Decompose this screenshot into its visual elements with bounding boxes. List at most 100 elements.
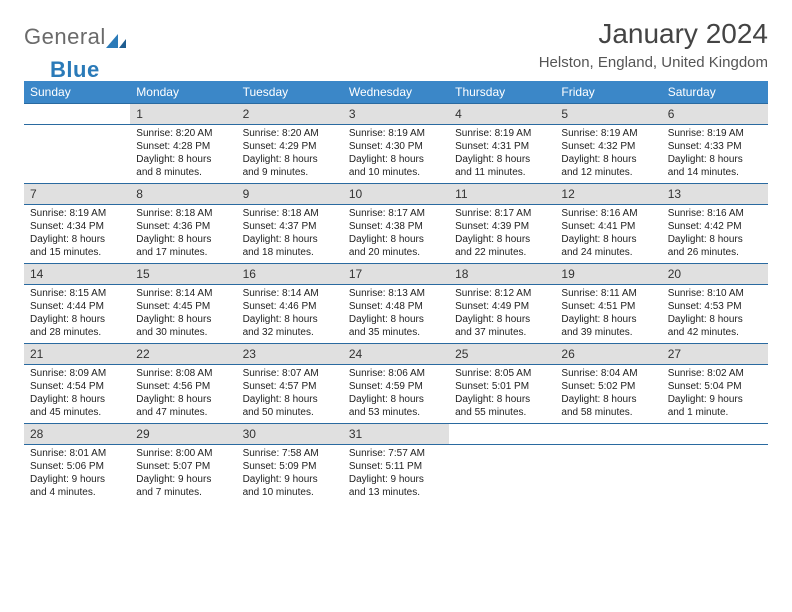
day-number: 12 [555, 184, 661, 204]
logo: General [24, 18, 130, 50]
sunset: Sunset: 5:04 PM [668, 380, 762, 393]
info-row: Sunrise: 8:20 AMSunset: 4:28 PMDaylight:… [24, 125, 768, 184]
day-number [24, 104, 130, 124]
daylight: Daylight: 8 hours and 32 minutes. [243, 313, 337, 339]
daylight: Daylight: 9 hours and 10 minutes. [243, 473, 337, 499]
day-number-cell: 8 [130, 184, 236, 205]
day-info-cell: Sunrise: 8:12 AMSunset: 4:49 PMDaylight:… [449, 285, 555, 344]
day-number-cell: 5 [555, 104, 661, 125]
day-number-cell [662, 424, 768, 445]
day-number: 9 [237, 184, 343, 204]
day-info-cell: Sunrise: 8:14 AMSunset: 4:45 PMDaylight:… [130, 285, 236, 344]
daylight: Daylight: 8 hours and 22 minutes. [455, 233, 549, 259]
day-number: 22 [130, 344, 236, 364]
day-number-cell: 14 [24, 264, 130, 285]
daylight: Daylight: 8 hours and 8 minutes. [136, 153, 230, 179]
sunrise: Sunrise: 8:14 AM [136, 287, 230, 300]
day-number-cell: 30 [237, 424, 343, 445]
day-info: Sunrise: 8:02 AMSunset: 5:04 PMDaylight:… [662, 365, 768, 423]
day-info: Sunrise: 8:20 AMSunset: 4:28 PMDaylight:… [130, 125, 236, 183]
daylight: Daylight: 8 hours and 37 minutes. [455, 313, 549, 339]
day-number: 16 [237, 264, 343, 284]
daylight: Daylight: 8 hours and 35 minutes. [349, 313, 443, 339]
sunrise: Sunrise: 8:00 AM [136, 447, 230, 460]
day-info-cell: Sunrise: 8:18 AMSunset: 4:36 PMDaylight:… [130, 205, 236, 264]
day-number: 3 [343, 104, 449, 124]
day-number-cell: 1 [130, 104, 236, 125]
daylight: Daylight: 9 hours and 1 minute. [668, 393, 762, 419]
day-number-cell: 21 [24, 344, 130, 365]
sunrise: Sunrise: 8:01 AM [30, 447, 124, 460]
sunrise: Sunrise: 8:09 AM [30, 367, 124, 380]
day-info: Sunrise: 8:14 AMSunset: 4:45 PMDaylight:… [130, 285, 236, 343]
day-info [662, 445, 768, 451]
day-info-cell: Sunrise: 8:18 AMSunset: 4:37 PMDaylight:… [237, 205, 343, 264]
sunrise: Sunrise: 7:57 AM [349, 447, 443, 460]
day-info-cell: Sunrise: 8:01 AMSunset: 5:06 PMDaylight:… [24, 445, 130, 504]
sunset: Sunset: 4:32 PM [561, 140, 655, 153]
daylight: Daylight: 9 hours and 7 minutes. [136, 473, 230, 499]
sunset: Sunset: 4:57 PM [243, 380, 337, 393]
day-number: 27 [662, 344, 768, 364]
day-number: 20 [662, 264, 768, 284]
location: Helston, England, United Kingdom [539, 54, 768, 71]
daylight: Daylight: 8 hours and 15 minutes. [30, 233, 124, 259]
day-info: Sunrise: 8:00 AMSunset: 5:07 PMDaylight:… [130, 445, 236, 503]
sunset: Sunset: 4:34 PM [30, 220, 124, 233]
sunrise: Sunrise: 8:17 AM [455, 207, 549, 220]
logo-text-general: General [24, 24, 106, 50]
day-number-cell: 13 [662, 184, 768, 205]
day-info-cell: Sunrise: 8:06 AMSunset: 4:59 PMDaylight:… [343, 365, 449, 424]
day-info: Sunrise: 8:19 AMSunset: 4:34 PMDaylight:… [24, 205, 130, 263]
sunrise: Sunrise: 8:05 AM [455, 367, 549, 380]
day-number: 24 [343, 344, 449, 364]
day-number-cell: 20 [662, 264, 768, 285]
day-info-cell [555, 445, 661, 504]
weekday-header: Tuesday [237, 81, 343, 104]
weekday-header: Monday [130, 81, 236, 104]
day-number: 25 [449, 344, 555, 364]
day-number-cell: 22 [130, 344, 236, 365]
sunset: Sunset: 4:39 PM [455, 220, 549, 233]
day-number: 30 [237, 424, 343, 444]
sunset: Sunset: 5:01 PM [455, 380, 549, 393]
sunrise: Sunrise: 8:19 AM [455, 127, 549, 140]
day-info: Sunrise: 8:17 AMSunset: 4:38 PMDaylight:… [343, 205, 449, 263]
sunrise: Sunrise: 8:19 AM [561, 127, 655, 140]
day-info-cell: Sunrise: 8:16 AMSunset: 4:41 PMDaylight:… [555, 205, 661, 264]
day-number-cell: 16 [237, 264, 343, 285]
sunset: Sunset: 4:59 PM [349, 380, 443, 393]
day-number-cell: 11 [449, 184, 555, 205]
day-info-cell: Sunrise: 8:17 AMSunset: 4:38 PMDaylight:… [343, 205, 449, 264]
daylight: Daylight: 8 hours and 26 minutes. [668, 233, 762, 259]
day-info-cell: Sunrise: 8:07 AMSunset: 4:57 PMDaylight:… [237, 365, 343, 424]
day-info-cell: Sunrise: 8:04 AMSunset: 5:02 PMDaylight:… [555, 365, 661, 424]
daylight: Daylight: 8 hours and 17 minutes. [136, 233, 230, 259]
sunrise: Sunrise: 8:20 AM [243, 127, 337, 140]
day-info-cell: Sunrise: 8:16 AMSunset: 4:42 PMDaylight:… [662, 205, 768, 264]
sunset: Sunset: 4:36 PM [136, 220, 230, 233]
day-info-cell: Sunrise: 8:19 AMSunset: 4:30 PMDaylight:… [343, 125, 449, 184]
sunset: Sunset: 4:44 PM [30, 300, 124, 313]
sunrise: Sunrise: 8:19 AM [668, 127, 762, 140]
day-number: 14 [24, 264, 130, 284]
sunset: Sunset: 4:48 PM [349, 300, 443, 313]
day-info: Sunrise: 8:06 AMSunset: 4:59 PMDaylight:… [343, 365, 449, 423]
sunset: Sunset: 4:31 PM [455, 140, 549, 153]
day-info-cell: Sunrise: 8:10 AMSunset: 4:53 PMDaylight:… [662, 285, 768, 344]
daylight: Daylight: 8 hours and 42 minutes. [668, 313, 762, 339]
sunrise: Sunrise: 8:16 AM [561, 207, 655, 220]
day-info: Sunrise: 8:18 AMSunset: 4:36 PMDaylight:… [130, 205, 236, 263]
month-title: January 2024 [539, 18, 768, 50]
day-number: 17 [343, 264, 449, 284]
day-info: Sunrise: 8:19 AMSunset: 4:32 PMDaylight:… [555, 125, 661, 183]
day-number: 5 [555, 104, 661, 124]
daylight: Daylight: 8 hours and 55 minutes. [455, 393, 549, 419]
day-number-cell: 12 [555, 184, 661, 205]
daylight: Daylight: 8 hours and 12 minutes. [561, 153, 655, 179]
day-info-cell: Sunrise: 8:17 AMSunset: 4:39 PMDaylight:… [449, 205, 555, 264]
day-number-cell: 18 [449, 264, 555, 285]
day-number: 4 [449, 104, 555, 124]
day-number: 13 [662, 184, 768, 204]
sunrise: Sunrise: 8:17 AM [349, 207, 443, 220]
